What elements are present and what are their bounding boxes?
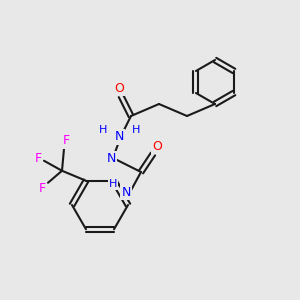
Text: N: N [114, 130, 124, 143]
Text: F: F [38, 182, 46, 195]
Text: N: N [106, 152, 116, 166]
Text: F: F [34, 152, 42, 165]
Text: H: H [109, 179, 117, 189]
Text: H: H [132, 125, 140, 135]
Text: O: O [114, 82, 124, 94]
Text: H: H [99, 125, 107, 135]
Text: F: F [62, 134, 70, 147]
Text: N: N [121, 185, 131, 199]
Text: O: O [152, 140, 162, 152]
